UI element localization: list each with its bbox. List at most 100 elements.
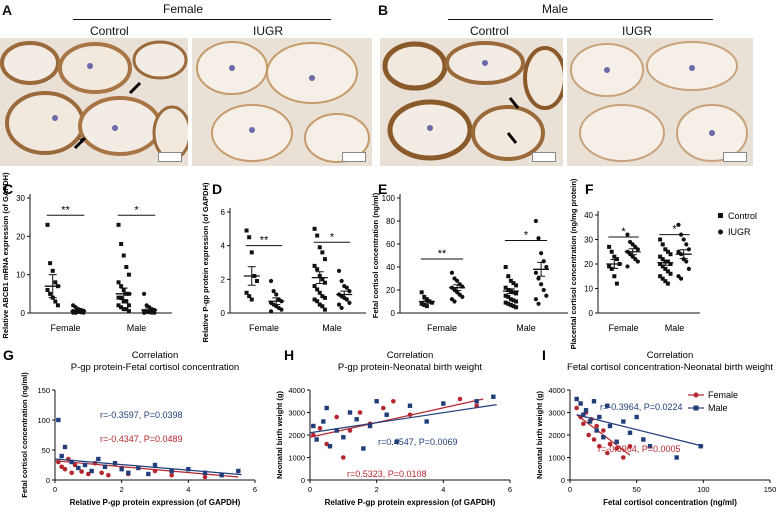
x-category-label: Male: [665, 323, 685, 333]
data-point-iugr: [347, 289, 352, 294]
data-point-control: [668, 252, 673, 257]
data-point-iugr: [147, 310, 152, 315]
data-point-male: [361, 446, 366, 451]
data-point-control: [322, 280, 327, 285]
data-point-female: [578, 414, 583, 420]
data-point-control: [663, 247, 668, 252]
data-point-female: [381, 405, 386, 411]
panel-i-x-axis-label: Fetal cortisol concentration (ng/ml): [603, 498, 737, 507]
panel-e-y-axis-label: Fetal cortisol concentration (ng/ml): [371, 192, 380, 318]
data-point-control: [320, 294, 325, 299]
data-point-iugr: [339, 294, 344, 299]
y-tick-label: 0: [561, 476, 565, 485]
data-point-control: [422, 302, 427, 307]
data-point-iugr: [627, 239, 633, 245]
data-point-female: [334, 414, 339, 420]
data-point-iugr: [539, 251, 544, 256]
y-tick-label: 4000: [548, 386, 565, 395]
data-point-iugr: [457, 282, 462, 287]
data-point-control: [514, 305, 519, 310]
data-point-control: [55, 303, 60, 308]
panel-h-y-axis-label: Neonatal birth weight (g): [275, 391, 284, 479]
data-point-control: [126, 291, 131, 296]
data-point-iugr: [536, 276, 541, 281]
ihc-female-control-drawing: [0, 40, 188, 161]
regression-line-female: [576, 414, 631, 456]
data-point-male: [62, 444, 68, 450]
y-tick-label: 0: [46, 476, 50, 485]
data-point-control: [116, 280, 121, 285]
panel-b-label: B: [378, 2, 389, 18]
data-point-control: [50, 295, 55, 300]
data-point-control: [119, 284, 124, 289]
data-point-female: [99, 470, 104, 476]
data-point-female: [56, 459, 61, 465]
data-point-control: [665, 269, 670, 274]
data-point-control: [506, 301, 511, 306]
stat-label-female: r=-0.4347, P=0.0489: [100, 434, 183, 444]
data-point-female: [92, 460, 98, 466]
panel-b-group-line: [448, 19, 713, 20]
data-point-iugr: [81, 310, 86, 315]
data-point-control: [124, 265, 129, 269]
data-point-control: [48, 291, 53, 296]
data-point-female: [324, 441, 329, 447]
data-point-control: [660, 242, 665, 247]
data-point-iugr: [274, 304, 279, 309]
data-point-control: [617, 262, 622, 266]
panel-i-title: Correlation: [647, 350, 693, 361]
data-point-control: [609, 249, 614, 254]
data-point-female: [621, 455, 626, 460]
data-point-male: [69, 459, 74, 465]
data-point-control: [121, 307, 126, 312]
data-point-male: [324, 405, 329, 411]
data-point-control: [317, 302, 322, 307]
data-point-control: [511, 298, 516, 303]
data-point-control: [315, 299, 320, 304]
scale-bar: [723, 152, 747, 162]
data-point-iugr: [268, 309, 274, 314]
data-point-control: [126, 303, 131, 308]
legend-label-control: Control: [728, 211, 757, 221]
data-point-male: [152, 462, 158, 468]
data-point-iugr: [635, 259, 640, 264]
data-point-control: [315, 287, 320, 292]
x-tick-label: 2: [375, 485, 379, 494]
y-tick-label: 20: [386, 286, 395, 295]
panel-i-subtitle: Fetal cortisol concentration-Neonatal bi…: [567, 362, 773, 373]
data-point-control: [121, 299, 126, 304]
data-point-iugr: [73, 305, 78, 310]
data-point-iugr: [144, 303, 149, 308]
data-point-control: [119, 242, 124, 246]
data-point-male: [311, 423, 316, 429]
data-point-iugr: [684, 259, 689, 264]
panel-g-x-axis-label: Relative P-gp protein expression (of GAP…: [70, 498, 241, 507]
panel-h-label: H: [284, 347, 294, 363]
data-point-control: [312, 226, 317, 231]
panel-h-subtitle: P-gp protein-Neonatal birth weight: [338, 362, 483, 373]
data-point-iugr: [625, 232, 630, 237]
data-point-control: [244, 228, 249, 233]
panel-i-label: I: [542, 347, 546, 363]
panel-f-label: F: [585, 181, 594, 197]
data-point-iugr: [686, 266, 691, 271]
data-point-female: [62, 466, 68, 472]
y-tick-label: 30: [16, 194, 25, 203]
y-tick-label: 150: [37, 386, 50, 395]
data-point-iugr: [630, 242, 635, 247]
data-point-control: [665, 259, 670, 264]
data-point-male: [219, 473, 224, 478]
panel-d-y-axis-label: Relative P-gp protein expression (of GAP…: [201, 182, 210, 343]
data-point-iugr: [342, 295, 347, 300]
data-point-iugr: [144, 309, 149, 314]
data-point-control: [614, 281, 619, 286]
panel-e-label: E: [378, 181, 387, 197]
data-point-female: [86, 471, 91, 477]
stat-label-female: r=0.5323, P=0.0108: [347, 469, 427, 479]
data-point-iugr: [533, 297, 539, 302]
regression-line-male: [54, 458, 242, 476]
data-point-control: [658, 262, 663, 266]
data-point-iugr: [76, 309, 81, 314]
data-point-control: [247, 294, 252, 299]
data-point-female: [586, 432, 591, 438]
